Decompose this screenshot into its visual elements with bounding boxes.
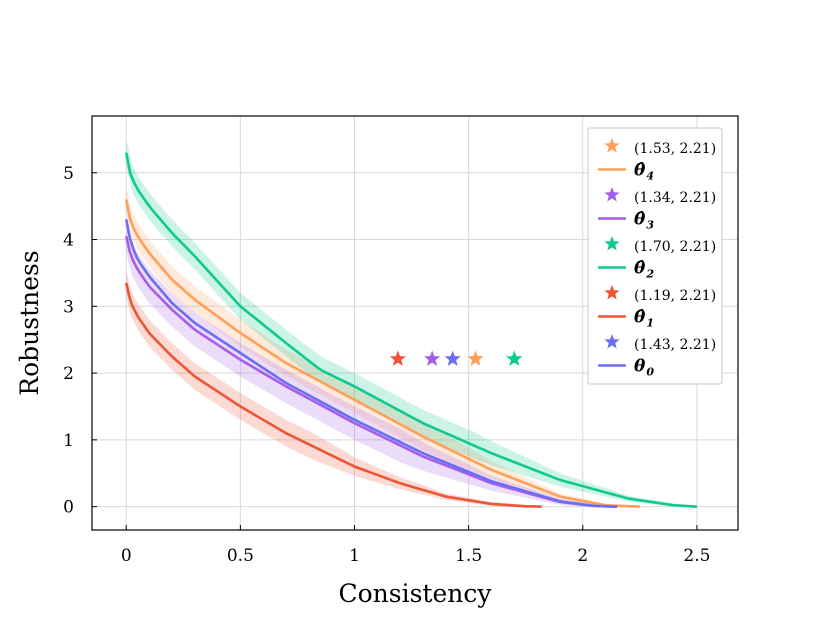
legend-star-theta1 — [604, 285, 620, 300]
x-tick-label: 1 — [349, 546, 360, 566]
y-tick-label: 2 — [63, 364, 74, 384]
y-tick-label: 0 — [63, 498, 74, 518]
marker-theta0 — [444, 350, 461, 366]
marker-theta2 — [506, 350, 523, 366]
y-tick-label: 3 — [63, 297, 74, 317]
axis-ticks: 0 0.5 1 1.5 2 2.5 0 1 2 3 4 5 — [63, 164, 710, 566]
legend-star-theta3 — [604, 187, 620, 202]
legend-marker-label-theta1: (1.19, 2.21) — [634, 288, 716, 304]
marker-theta1 — [389, 350, 406, 366]
y-tick-label: 1 — [63, 431, 74, 451]
x-tick-label: 2 — [577, 546, 588, 566]
x-tick-label: 1.5 — [455, 546, 482, 566]
series-lines — [124, 152, 697, 508]
marker-theta4 — [467, 350, 484, 366]
line-theta4 — [124, 199, 640, 508]
line-theta0 — [124, 219, 618, 508]
legend-star-theta2 — [604, 236, 620, 251]
band-theta1 — [126, 269, 542, 507]
legend: (1.53, 2.21)θ̂4(1.34, 2.21)θ̂3(1.70, 2.2… — [587, 127, 723, 385]
line-theta1 — [124, 282, 542, 508]
legend-marker-label-theta2: (1.70, 2.21) — [634, 239, 716, 255]
line-theta2 — [124, 152, 697, 508]
legend-star-theta4 — [604, 138, 620, 153]
y-axis-title: Robustness — [15, 250, 44, 395]
legend-marker-label-theta4: (1.53, 2.21) — [634, 141, 716, 157]
x-tick-label: 2.5 — [683, 546, 710, 566]
x-tick-label: 0.5 — [227, 546, 254, 566]
y-tick-label: 4 — [63, 231, 74, 251]
band-theta3 — [126, 219, 618, 507]
star-markers — [389, 350, 523, 366]
x-tick-label: 0 — [121, 546, 132, 566]
legend-star-theta0 — [604, 334, 620, 349]
legend-marker-label-theta0: (1.43, 2.21) — [634, 337, 716, 353]
legend-marker-label-theta3: (1.34, 2.21) — [634, 190, 716, 206]
x-axis-title: Consistency — [338, 579, 492, 608]
legend-box — [587, 127, 723, 385]
marker-theta3 — [424, 350, 441, 366]
confidence-bands — [126, 139, 697, 507]
y-tick-label: 5 — [63, 164, 74, 184]
plot-frame — [91, 115, 739, 531]
